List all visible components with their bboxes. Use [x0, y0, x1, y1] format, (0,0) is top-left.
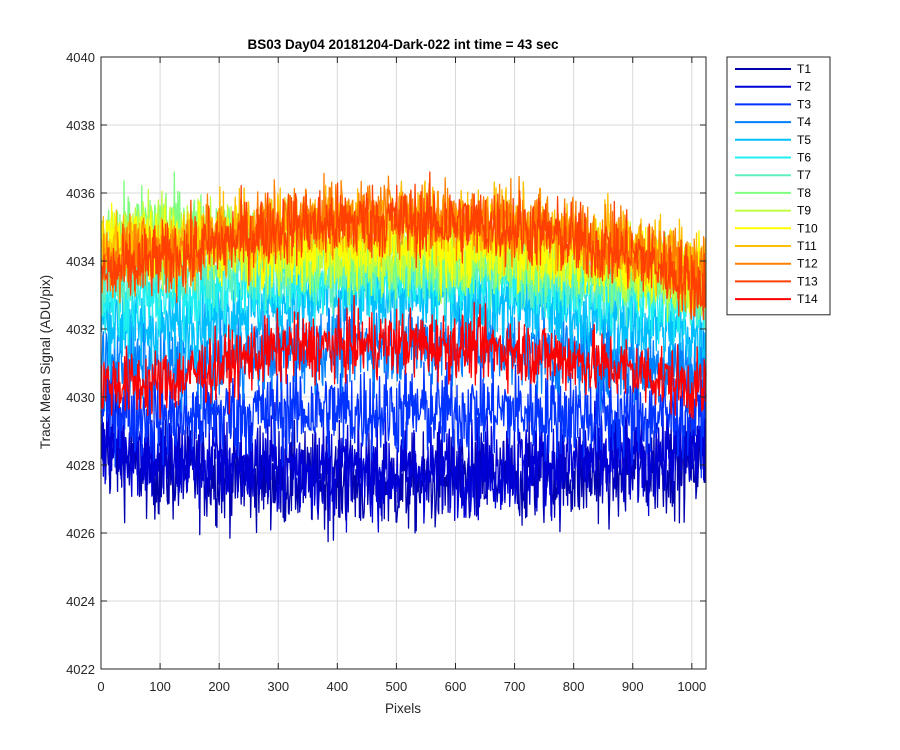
legend-label-t4: T4 [797, 115, 811, 129]
legend-label-t14: T14 [797, 292, 818, 306]
legend-label-t12: T12 [797, 257, 818, 271]
legend-label-t13: T13 [797, 274, 818, 288]
legend-label-t5: T5 [797, 133, 811, 147]
legend-label-t8: T8 [797, 186, 811, 200]
x-tick-label: 400 [326, 679, 348, 694]
x-axis-label: Pixels [385, 701, 421, 716]
x-tick-label: 1000 [677, 679, 706, 694]
x-tick-label: 600 [445, 679, 467, 694]
series-line-t3 [100, 342, 707, 479]
axes-box [100, 56, 707, 670]
y-axis-label: Track Mean Signal (ADU/pix) [38, 275, 53, 449]
series-line-t13 [100, 171, 707, 321]
series-line-t2 [100, 384, 707, 533]
x-tick-label: 0 [97, 679, 104, 694]
x-tick-label: 900 [622, 679, 644, 694]
series-line-t5 [100, 243, 707, 380]
legend-label-t7: T7 [797, 168, 811, 182]
legend-box [726, 56, 831, 316]
x-tick-label: 200 [208, 679, 230, 694]
x-tick-label: 700 [504, 679, 526, 694]
axes: 0 100 200 300 400 500 600 700 800 900 1000 4022 4024… [66, 50, 707, 694]
x-tick-label: 800 [563, 679, 585, 694]
x-tick-label: 500 [386, 679, 408, 694]
x-tick-label: 300 [267, 679, 289, 694]
legend-label-t3: T3 [797, 97, 811, 111]
legend-label-t1: T1 [797, 62, 811, 76]
legend-label-t6: T6 [797, 151, 811, 165]
y-tick-label: 4036 [66, 186, 95, 201]
y-tick-label: 4024 [66, 594, 95, 609]
y-tick-label: 4022 [66, 662, 95, 677]
y-tick-label: 4028 [66, 458, 95, 473]
y-tick-label: 4038 [66, 118, 95, 133]
y-tick-label: 4032 [66, 322, 95, 337]
y-tick-label: 4026 [66, 526, 95, 541]
y-tick-label: 4034 [66, 254, 95, 269]
y-tick-label: 4030 [66, 390, 95, 405]
chart-title: BS03 Day04 20181204-Dark-022 int time = … [247, 37, 559, 52]
legend-label-t11: T11 [797, 239, 817, 253]
series-group [100, 171, 707, 543]
x-tick-label: 100 [149, 679, 171, 694]
y-tick-label: 4040 [66, 50, 95, 65]
legend-label-t9: T9 [797, 204, 811, 218]
legend-label-t10: T10 [797, 221, 818, 235]
legend: T1 T2 T3 T4 T5 T6 T7 T8 T9 T10 T11 T12 T13 T14 [726, 56, 831, 316]
legend-label-t2: T2 [797, 80, 811, 94]
series-line-t14 [100, 294, 707, 420]
